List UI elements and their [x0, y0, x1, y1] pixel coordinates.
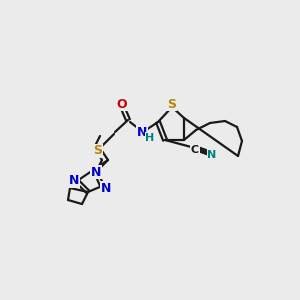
Text: S: S — [94, 145, 103, 158]
Text: O: O — [117, 98, 127, 110]
Text: N: N — [69, 175, 79, 188]
Text: H: H — [146, 133, 154, 143]
Text: N: N — [137, 125, 147, 139]
Text: N: N — [207, 150, 217, 160]
Text: C: C — [191, 145, 199, 155]
Text: N: N — [91, 166, 101, 178]
Text: S: S — [167, 98, 176, 110]
Text: N: N — [101, 182, 111, 194]
